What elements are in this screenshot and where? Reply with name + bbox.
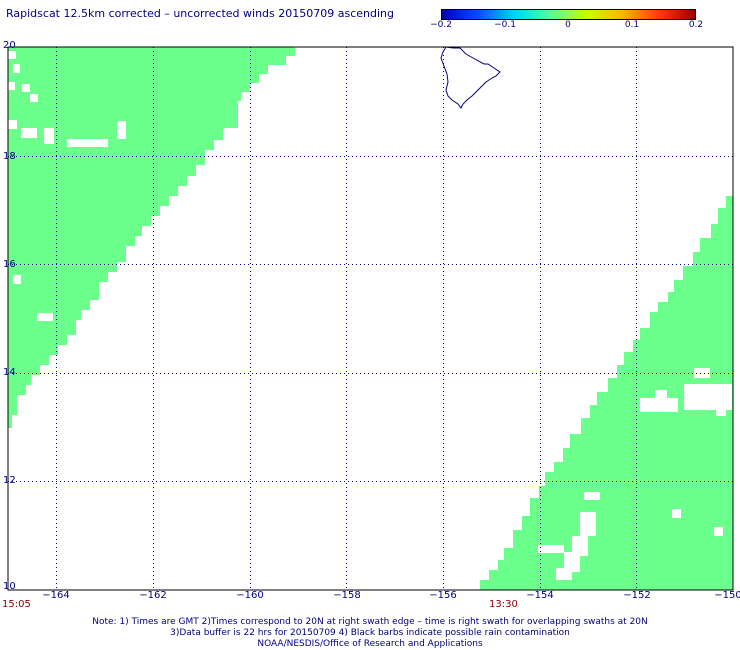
footnote-line-1: Note: 1) Times are GMT 2)Times correspon…	[92, 617, 648, 627]
lat-label-14: 14	[3, 367, 16, 378]
colorbar-tick-3: 0	[565, 20, 571, 30]
colorbar-tick-5: 0.2	[688, 20, 704, 30]
lat-label-20: 20	[3, 40, 16, 51]
lon-label-164: −164	[42, 590, 70, 601]
lon-label-156: −156	[429, 590, 457, 601]
left-swath-gap	[13, 275, 21, 284]
right-swath	[480, 196, 733, 590]
colorbar	[441, 9, 696, 20]
right-swath-gap	[714, 527, 723, 536]
footnote-credit: NOAA/NESDIS/Office of Research and Appli…	[257, 639, 483, 649]
map-frame	[7, 46, 734, 591]
right-swath-gap	[655, 390, 667, 398]
right-swath-area	[480, 196, 733, 590]
swath-time-left: 15:05	[2, 599, 31, 610]
lon-label-152: −152	[623, 590, 651, 601]
left-swath-gap	[21, 128, 37, 138]
right-swath-gap	[716, 408, 726, 416]
lat-label-16: 16	[3, 259, 16, 270]
map-title: Rapidscat 12.5km corrected – uncorrected…	[6, 7, 395, 20]
right-swath-gap	[672, 509, 681, 518]
right-swath-gap	[584, 492, 600, 500]
left-swath-gap	[8, 82, 15, 90]
left-swath-gap	[13, 64, 20, 73]
big-island-coastline	[440, 46, 501, 109]
left-swath-gap	[67, 139, 108, 147]
left-swath-gap	[8, 51, 16, 59]
left-swath-gap	[8, 120, 17, 129]
right-swath-gap	[684, 384, 732, 410]
left-swath-gap	[117, 121, 126, 139]
right-swath-gap	[640, 398, 678, 412]
right-swath-gap	[694, 368, 710, 378]
colorbar-tick-4: 0.1	[624, 20, 640, 30]
left-swath	[8, 47, 295, 428]
left-swath-gap	[22, 84, 30, 92]
lat-label-10: 10	[3, 581, 16, 592]
left-swath-gap	[44, 128, 54, 144]
lon-label-160: −160	[236, 590, 264, 601]
lon-label-158: −158	[333, 590, 361, 601]
lat-label-12: 12	[3, 475, 16, 486]
footnote-line-2: 3)Data buffer is 22 hrs for 20150709 4) …	[170, 628, 570, 638]
colorbar-tick-2: −0.1	[494, 20, 516, 30]
lat-label-18: 18	[3, 151, 16, 162]
right-swath-gap	[556, 512, 596, 580]
swath-time-right: 13:30	[489, 599, 518, 610]
lon-label-162: −162	[139, 590, 167, 601]
lon-label-150: −150	[714, 590, 740, 601]
colorbar-tick-1: −0.2	[430, 20, 452, 30]
graticule	[8, 47, 733, 590]
left-swath-area	[8, 47, 295, 428]
left-swath-gap	[30, 94, 38, 102]
right-swath-gap	[538, 545, 564, 553]
lon-label-154: −154	[526, 590, 554, 601]
left-swath-gap	[37, 313, 53, 321]
